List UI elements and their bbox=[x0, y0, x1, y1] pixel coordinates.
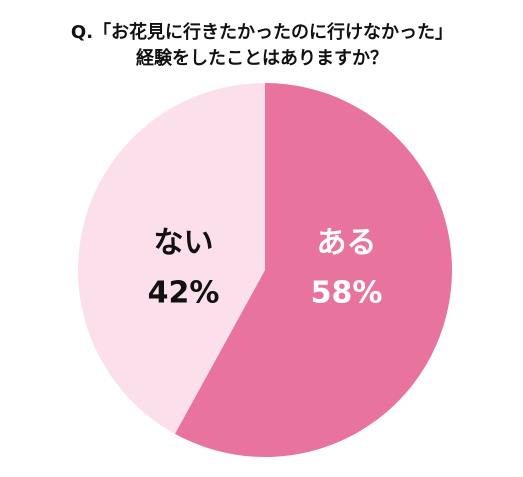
slice-value-label: 58% bbox=[311, 276, 383, 311]
pie-slice bbox=[77, 83, 266, 434]
chart-title: Q.「お花見に行きたかったのに行けなかった」 bbox=[71, 21, 453, 43]
pie-slice bbox=[174, 83, 452, 457]
slice-value-label: 42% bbox=[148, 276, 220, 311]
chart-title: 経験をしたことはありますか？ bbox=[136, 47, 388, 69]
slice-label: ある bbox=[317, 226, 377, 261]
slice-label: ない bbox=[153, 226, 213, 261]
